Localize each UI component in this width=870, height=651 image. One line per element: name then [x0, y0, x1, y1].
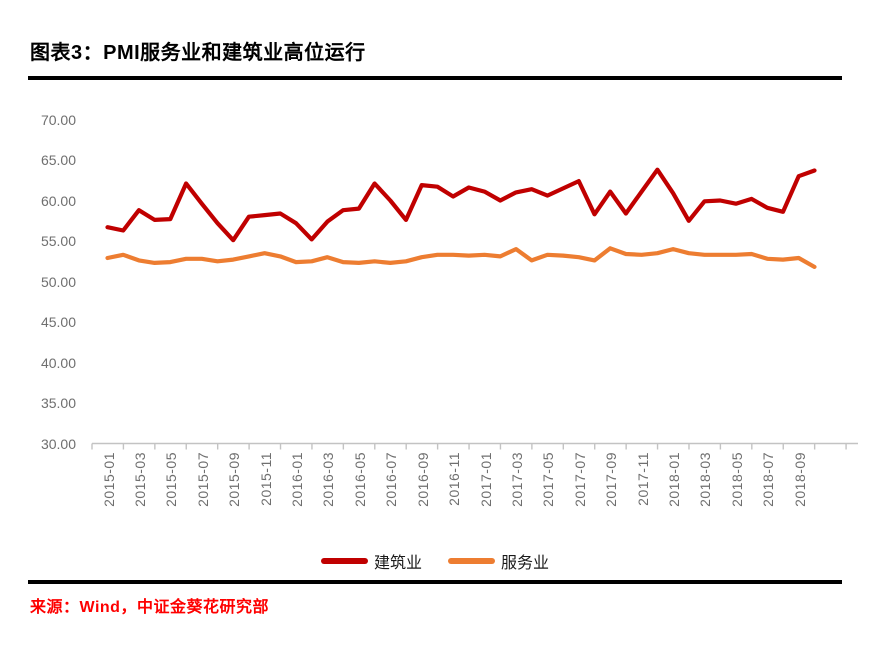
- legend-item-construction: 建筑业: [320, 549, 422, 573]
- y-axis-label: 70.00: [40, 111, 76, 128]
- y-axis-label: 65.00: [40, 152, 76, 168]
- chart-title: 图表3：PMI服务业和建筑业高位运行: [30, 42, 366, 64]
- x-axis-label: 2015-05: [163, 452, 180, 507]
- y-axis-label: 30.00: [40, 435, 76, 452]
- x-axis-label: 2016-07: [383, 452, 400, 507]
- x-axis-label: 2016-09: [414, 452, 431, 507]
- bottom-divider: [28, 580, 842, 584]
- x-axis-label: 2017-07: [571, 452, 588, 507]
- x-axis-label: 2016-01: [289, 452, 306, 507]
- x-axis-label: 2017-01: [477, 452, 494, 507]
- source-note: 来源：Wind，中证金葵花研究部: [30, 599, 269, 616]
- x-axis-label: 2015-01: [100, 452, 117, 507]
- y-axis-label: 55.00: [40, 233, 76, 249]
- x-axis-label: 2015-07: [194, 452, 211, 507]
- chart-legend: 建筑业 服务业: [0, 549, 870, 573]
- series-line-服务业: [105, 246, 817, 269]
- legend-label-services: 服务业: [501, 555, 550, 572]
- x-axis-label: 2018-07: [760, 452, 777, 507]
- x-axis-label: 2015-11: [257, 452, 274, 506]
- y-axis-label: 50.00: [40, 273, 76, 290]
- y-axis-label: 60.00: [40, 192, 76, 209]
- top-divider: [28, 76, 842, 80]
- x-axis-label: 2018-05: [728, 452, 745, 507]
- x-axis-label: 2016-11: [446, 452, 463, 506]
- construction-line-icon: [320, 558, 368, 564]
- series-line-建筑业: [105, 167, 817, 243]
- x-axis-label: 2016-03: [320, 452, 337, 507]
- services-line-icon: [448, 558, 495, 564]
- x-axis-label: 2015-03: [131, 452, 148, 507]
- x-axis-label: 2017-05: [540, 452, 557, 507]
- y-axis-label: 40.00: [40, 354, 76, 371]
- legend-item-services: 服务业: [448, 549, 549, 573]
- x-axis-label: 2018-09: [791, 452, 808, 507]
- y-axis-label: 45.00: [40, 314, 76, 330]
- x-axis-label: 2016-05: [351, 452, 368, 507]
- y-axis-label: 35.00: [40, 395, 76, 411]
- legend-label-construction: 建筑业: [373, 555, 422, 572]
- x-axis-label: 2017-11: [634, 452, 651, 506]
- x-axis-label: 2017-09: [603, 452, 620, 507]
- x-axis-label: 2015-09: [226, 452, 243, 507]
- x-axis-label: 2018-01: [666, 452, 683, 507]
- x-axis-label: 2018-03: [697, 452, 714, 507]
- x-axis-label: 2017-03: [508, 452, 525, 507]
